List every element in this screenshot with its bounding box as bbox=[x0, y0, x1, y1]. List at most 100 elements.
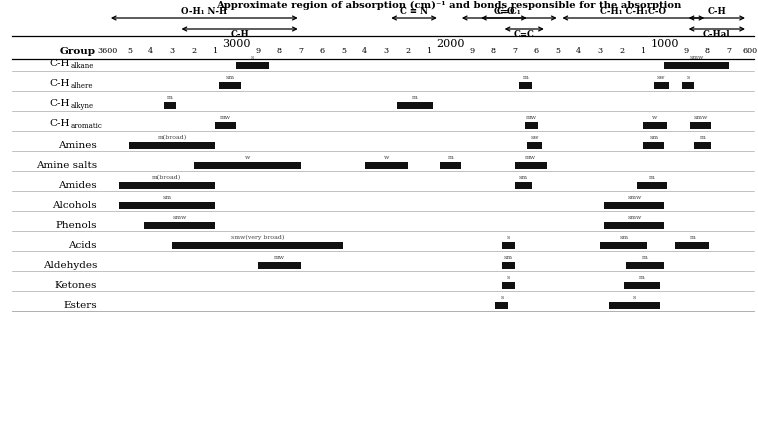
Bar bbox=[643, 122, 666, 129]
Text: Group: Group bbox=[60, 46, 96, 55]
Bar bbox=[681, 81, 694, 88]
Text: m: m bbox=[168, 95, 173, 100]
Text: smw: smw bbox=[173, 215, 187, 220]
Text: C-H: C-H bbox=[230, 30, 249, 39]
Text: 5: 5 bbox=[555, 47, 560, 55]
Text: smw: smw bbox=[689, 55, 703, 60]
Text: 8: 8 bbox=[705, 47, 709, 55]
Bar bbox=[626, 262, 665, 268]
Text: Aldehydes: Aldehydes bbox=[42, 261, 97, 269]
Text: 7: 7 bbox=[726, 47, 731, 55]
Text: C-H: C-H bbox=[49, 80, 70, 88]
Bar bbox=[502, 262, 515, 268]
Bar bbox=[609, 301, 660, 308]
Text: Amides: Amides bbox=[58, 181, 97, 190]
Text: m: m bbox=[522, 75, 528, 80]
Text: 3: 3 bbox=[597, 47, 603, 55]
Bar bbox=[604, 201, 665, 209]
Bar bbox=[604, 222, 665, 229]
Text: 8: 8 bbox=[490, 47, 496, 55]
Text: s: s bbox=[251, 55, 254, 60]
Bar bbox=[219, 81, 241, 88]
Text: alkane: alkane bbox=[71, 62, 95, 70]
Text: Ketones: Ketones bbox=[55, 281, 97, 290]
Bar bbox=[365, 162, 408, 168]
Text: 3: 3 bbox=[170, 47, 175, 55]
Text: alhere: alhere bbox=[71, 82, 93, 90]
Bar bbox=[172, 242, 343, 249]
Text: 7: 7 bbox=[298, 47, 303, 55]
Bar bbox=[397, 101, 434, 109]
Bar bbox=[653, 81, 669, 88]
Text: sm: sm bbox=[649, 135, 658, 140]
Bar bbox=[193, 162, 301, 168]
Text: sm: sm bbox=[518, 175, 528, 180]
Text: Acids: Acids bbox=[68, 240, 97, 249]
Bar bbox=[624, 281, 660, 288]
Text: smw: smw bbox=[628, 195, 641, 200]
Text: C ≡ N: C ≡ N bbox=[400, 7, 428, 16]
Text: Approximate region of absorption (cm)⁻¹ and bonds responsible for the absorption: Approximate region of absorption (cm)⁻¹ … bbox=[216, 1, 681, 10]
Text: 1: 1 bbox=[212, 47, 218, 55]
Text: m: m bbox=[649, 175, 654, 180]
Text: sm: sm bbox=[225, 75, 234, 80]
Text: 2000: 2000 bbox=[436, 39, 465, 49]
Text: s: s bbox=[506, 235, 510, 240]
Text: mw: mw bbox=[525, 155, 536, 160]
Bar bbox=[675, 242, 709, 249]
Text: w: w bbox=[384, 155, 389, 160]
Text: C-H: C-H bbox=[49, 120, 70, 129]
Text: sm: sm bbox=[619, 235, 628, 240]
Text: 1: 1 bbox=[641, 47, 646, 55]
Text: C-H: C-H bbox=[49, 100, 70, 109]
Bar bbox=[495, 301, 508, 308]
Text: 4: 4 bbox=[362, 47, 368, 55]
Text: Alcohols: Alcohols bbox=[52, 200, 97, 210]
Text: C=C₁: C=C₁ bbox=[497, 7, 522, 16]
Text: 7: 7 bbox=[512, 47, 517, 55]
Text: 4: 4 bbox=[149, 47, 153, 55]
Text: 3600: 3600 bbox=[98, 47, 118, 55]
Bar bbox=[515, 162, 547, 168]
Bar bbox=[258, 262, 301, 268]
Text: Esters: Esters bbox=[64, 301, 97, 310]
Text: C-H: C-H bbox=[707, 7, 726, 16]
Bar bbox=[502, 281, 515, 288]
Text: m: m bbox=[639, 275, 645, 280]
Text: aromatic: aromatic bbox=[71, 122, 103, 130]
Bar bbox=[236, 61, 268, 68]
Text: m(broad): m(broad) bbox=[152, 175, 181, 180]
Text: m: m bbox=[689, 235, 695, 240]
Text: C=O: C=O bbox=[493, 7, 515, 16]
Bar bbox=[119, 201, 215, 209]
Text: 9: 9 bbox=[683, 47, 688, 55]
Bar bbox=[600, 242, 647, 249]
Bar bbox=[502, 242, 515, 249]
Bar bbox=[694, 142, 712, 149]
Text: sm: sm bbox=[162, 195, 171, 200]
Text: 4: 4 bbox=[576, 47, 581, 55]
Bar bbox=[440, 162, 461, 168]
Text: mw: mw bbox=[274, 255, 285, 260]
Text: C=C: C=C bbox=[514, 30, 534, 39]
Text: smw(very broad): smw(very broad) bbox=[231, 235, 284, 240]
Text: s: s bbox=[686, 75, 690, 80]
Text: s: s bbox=[633, 295, 636, 300]
Text: 1: 1 bbox=[427, 47, 431, 55]
Bar bbox=[164, 101, 177, 109]
Text: 2: 2 bbox=[191, 47, 196, 55]
Text: m: m bbox=[642, 255, 648, 260]
Text: 600: 600 bbox=[742, 47, 757, 55]
Text: sw: sw bbox=[531, 135, 539, 140]
Text: m: m bbox=[447, 155, 453, 160]
Bar bbox=[130, 142, 215, 149]
Bar bbox=[144, 222, 215, 229]
Bar bbox=[643, 142, 665, 149]
Bar bbox=[515, 181, 531, 188]
Text: w: w bbox=[652, 115, 657, 120]
Text: 5: 5 bbox=[127, 47, 132, 55]
Bar bbox=[690, 122, 712, 129]
Text: C-Hal: C-Hal bbox=[703, 30, 731, 39]
Bar bbox=[665, 61, 728, 68]
Text: 3: 3 bbox=[384, 47, 389, 55]
